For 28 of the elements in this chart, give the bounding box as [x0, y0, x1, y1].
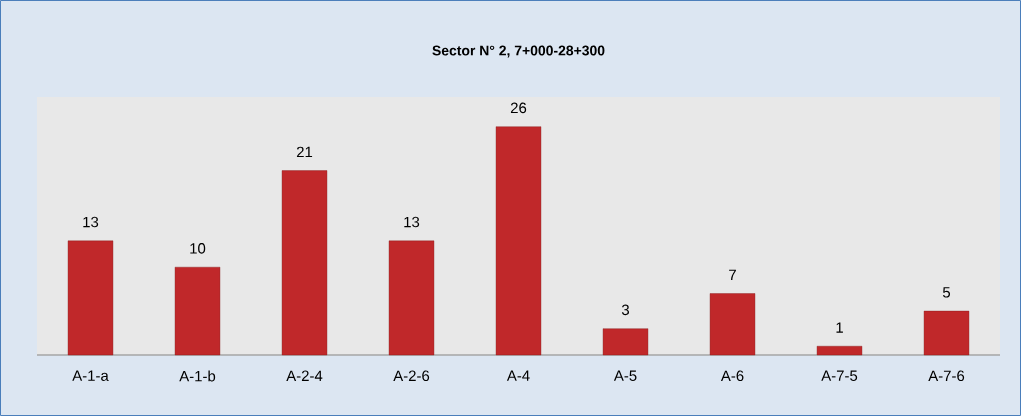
data-label: 3: [621, 304, 629, 316]
bar: [67, 240, 114, 356]
x-tick-label: A-6: [720, 370, 744, 382]
data-label: 10: [190, 243, 206, 254]
bar: [174, 266, 221, 356]
data-label: 26: [510, 102, 527, 114]
x-tick-label: A-7-6: [928, 370, 965, 382]
bar: [388, 240, 435, 356]
x-tick-label: A-5: [613, 370, 637, 381]
x-tick-label: A-4: [506, 370, 530, 381]
x-tick-label: A-2-4: [286, 370, 323, 381]
bar: [602, 328, 649, 356]
data-label: 21: [296, 146, 313, 158]
x-tick-label: A-7-5: [821, 370, 858, 381]
data-label: 1: [836, 322, 843, 333]
x-tick-label: A-2-6: [393, 370, 430, 382]
bar: [709, 293, 756, 356]
data-label: 5: [942, 287, 951, 298]
x-tick-label: A-1-a: [72, 370, 109, 381]
data-label: 13: [404, 216, 420, 228]
bar: [816, 346, 863, 356]
bar: [495, 126, 542, 356]
data-label: 7: [729, 269, 736, 281]
x-tick-label: A-1-b: [179, 370, 216, 382]
bar: [923, 310, 970, 356]
chart-title: Sector N° 2, 7+000-28+300: [432, 45, 605, 58]
bar: [281, 170, 328, 356]
data-label: 13: [83, 216, 99, 228]
